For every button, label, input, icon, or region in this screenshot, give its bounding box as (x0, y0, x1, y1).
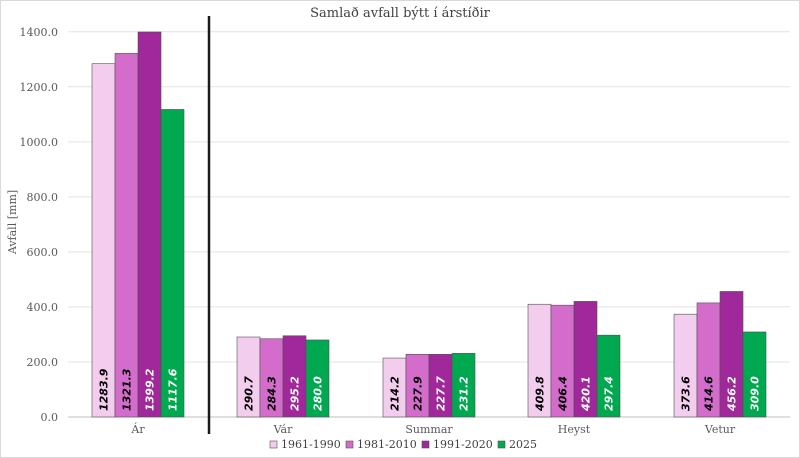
bar-data-label: 456.2 (726, 376, 739, 412)
bar (742, 331, 767, 418)
bar (160, 109, 185, 418)
bar-data-label: 284.3 (266, 376, 279, 411)
bar-data-label: 1283.9 (98, 368, 111, 411)
bar-data-label: 1321.3 (121, 368, 134, 411)
y-tick-label: 800.0 (27, 191, 59, 204)
bar (305, 339, 330, 418)
legend-swatch (345, 440, 354, 449)
y-tick-label: 1400.0 (20, 26, 59, 39)
bar-data-label: 409.8 (534, 376, 547, 412)
legend-swatch (269, 440, 278, 449)
data-labels: 1283.9 1321.3 1399.2 1117.6 290.7 284.3 295.2 2… (98, 368, 762, 412)
bar-data-label: 297.4 (603, 376, 616, 411)
legend-label: 2025 (509, 438, 537, 451)
bar-data-label: 290.7 (243, 376, 256, 411)
y-tick-label: 1200.0 (20, 81, 59, 94)
bar-data-label: 406.4 (557, 376, 570, 412)
legend: 1961-1990 1981-2010 1991-2020 2025 (269, 438, 537, 451)
y-tick-label: 1000.0 (20, 136, 59, 149)
x-tick-label: Vár (273, 423, 293, 436)
y-axis-label: Avfall [mm] (6, 190, 19, 255)
bar (596, 334, 621, 418)
legend-label: 1961-1990 (281, 438, 341, 451)
x-tick-label: Ár (130, 422, 145, 436)
gridlines (68, 16, 790, 434)
bar-data-label: 420.1 (580, 376, 593, 412)
bar-data-label: 1399.2 (144, 368, 157, 411)
bar-data-label: 227.9 (412, 376, 425, 411)
legend-swatch (421, 440, 430, 449)
bar (91, 63, 116, 418)
y-tick-label: 400.0 (27, 301, 59, 314)
bar-data-label: 373.6 (680, 376, 693, 411)
bar-data-label: 295.2 (289, 376, 302, 411)
legend-swatch (497, 440, 506, 449)
bar-data-label: 309.0 (749, 376, 762, 411)
bar-data-label: 231.2 (458, 376, 471, 411)
y-tick-label: 200.0 (27, 356, 59, 369)
bar-data-label: 1117.6 (167, 368, 180, 411)
bars (91, 31, 767, 418)
x-tick-label: Summar (405, 423, 453, 436)
bar (451, 353, 476, 418)
x-axis-ticks: Ár Vár Summar Heyst Vetur (130, 422, 735, 436)
x-tick-label: Heyst (558, 423, 591, 436)
y-axis-ticks: 0.0 200.0 400.0 600.0 800.0 1000.0 1200.0 1400.… (20, 26, 59, 424)
x-tick-label: Vetur (704, 423, 736, 436)
bar-data-label: 414.6 (703, 376, 716, 412)
y-tick-label: 0.0 (41, 411, 59, 424)
legend-label: 1981-2010 (357, 438, 417, 451)
bar-data-label: 227.7 (435, 376, 448, 411)
bar-data-label: 214.2 (389, 376, 402, 411)
chart-title: Samlað avfall býtt í árstíðir (310, 6, 490, 21)
bar (137, 31, 162, 418)
legend-label: 1991-2020 (433, 438, 493, 451)
y-tick-label: 600.0 (27, 246, 59, 259)
bar-data-label: 280.0 (312, 376, 325, 411)
bar (114, 53, 139, 418)
